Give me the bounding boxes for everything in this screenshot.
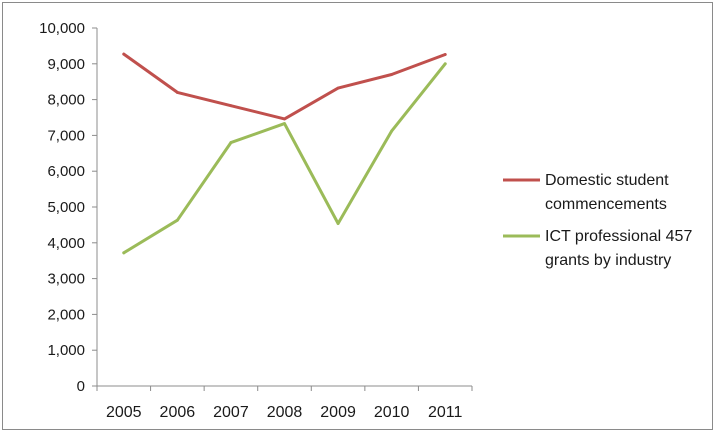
series-2-point [283,122,286,125]
x-tick-label: 2007 [213,404,249,421]
series-2-point [336,222,340,225]
y-tick-label: 9,000 [47,56,85,73]
x-tick-label: 2006 [160,404,196,421]
x-axis-ticks: 2005 2006 2007 2008 2009 2010 2011 [96,386,473,421]
legend-label-2: grants by industry [545,252,671,269]
y-tick-label: 8,000 [47,92,85,109]
series-1-point [443,53,447,56]
y-tick-label: 2,000 [47,306,85,323]
x-tick-label: 2010 [374,404,410,421]
legend: Domestic student commencements ICT profess… [503,172,692,269]
legend-label-2: ICT professional 457 [545,228,692,245]
y-tick-label: 10,000 [39,20,85,37]
series-line-1 [122,52,447,121]
series-1-point [229,104,233,108]
series-1-point [390,73,394,76]
series-2-point [229,141,233,144]
legend-label-1: Domestic student [545,172,669,189]
y-tick-label: 5,000 [47,199,85,216]
legend-label-1: commencements [545,196,667,213]
series-1-point [283,117,286,121]
axes [96,28,472,387]
series-2-point [175,218,179,222]
y-tick-label: 6,000 [47,163,85,180]
x-tick-label: 2011 [428,404,463,421]
series-line-2 [122,62,447,255]
y-tick-label: 4,000 [47,235,85,252]
series-2-point [390,129,394,133]
x-tick-label: 2008 [267,404,303,421]
y-axis-ticks: 0 1,000 2,000 3,000 4,000 5,000 6,000 7,000 8,00… [39,20,97,395]
x-tick-label: 2005 [106,404,142,421]
y-tick-label: 0 [77,378,85,395]
y-tick-label: 3,000 [47,271,85,288]
series-1-point [175,91,179,94]
x-tick-label: 2009 [320,404,356,421]
series-2-point [122,251,126,255]
y-tick-label: 7,000 [47,127,85,144]
series-1-point [336,86,340,90]
series-1-point [122,52,126,56]
series-2-point [443,62,447,66]
series-lines [122,52,447,255]
y-tick-label: 1,000 [47,342,85,359]
